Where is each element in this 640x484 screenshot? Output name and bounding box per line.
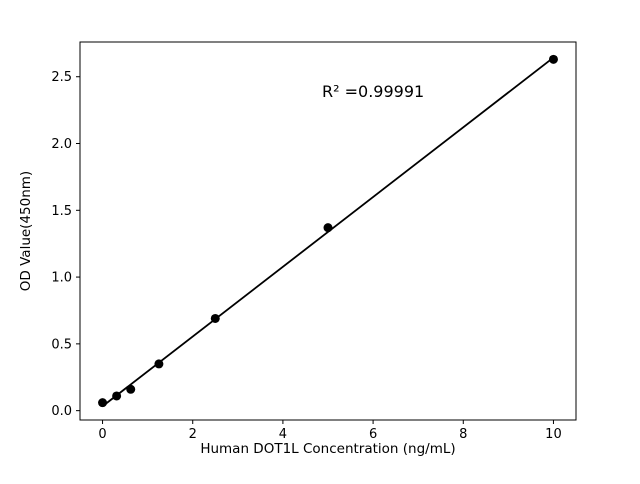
plot-area-border: [79, 41, 577, 421]
x-tick-label: 8: [459, 427, 467, 442]
y-tick-label: 1.0: [51, 271, 72, 286]
y-tick-label: 0.5: [51, 337, 72, 352]
data-point: [126, 384, 136, 394]
y-tick-label: 1.5: [51, 204, 72, 219]
data-point: [98, 398, 108, 408]
data-series: [98, 54, 558, 408]
x-tick-label: 6: [369, 427, 377, 442]
x-axis-ticks: 0 2 4 6 8 10: [98, 420, 562, 442]
x-tick-label: 0: [98, 427, 106, 442]
x-tick-label: 2: [189, 427, 197, 442]
data-point: [210, 313, 220, 323]
x-tick-label: 10: [545, 427, 562, 442]
y-axis-label: OD Value(450nm): [18, 171, 34, 291]
y-tick-label: 0.0: [51, 404, 72, 419]
x-axis-label: Human DOT1L Concentration (ng/mL): [200, 441, 455, 457]
data-point: [112, 391, 122, 401]
data-point: [548, 54, 558, 64]
x-tick-label: 4: [279, 427, 287, 442]
y-axis-ticks: 0.0 0.5 1.0 1.5 2.0 2.5: [51, 70, 80, 419]
y-tick-label: 2.0: [51, 137, 72, 152]
data-point: [323, 223, 333, 233]
y-tick-label: 2.5: [51, 70, 72, 85]
r-squared-annotation: R² =0.99991: [322, 82, 424, 101]
data-point: [154, 359, 164, 369]
